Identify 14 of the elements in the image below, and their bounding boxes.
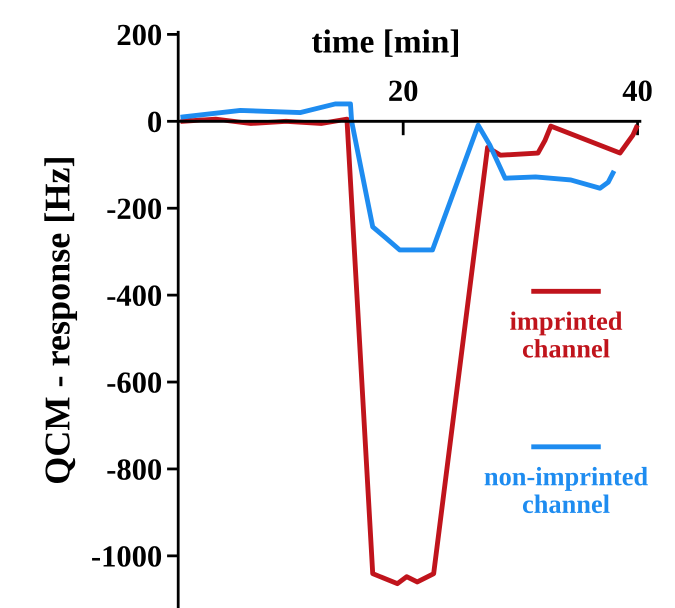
y-tick-label: -1000 [92,546,162,567]
y-tick-label: 200 [118,24,162,46]
y-tick-label: -400 [107,285,162,306]
legend-label: imprinted channel [510,311,622,358]
y-tick-label: 0 [148,112,162,132]
y-tick-label: -800 [107,459,162,480]
x-tick-label: 40 [622,80,652,102]
y-tick-label: -600 [107,372,162,393]
legend-label: non-imprinted channel [484,466,648,514]
x-tick-label: 20 [389,80,418,102]
line-series [180,101,616,252]
x-axis-title: time [min] [312,29,458,57]
y-tick-label: -200 [107,198,162,220]
y-axis-title: QCM - response [Hz] [44,158,78,483]
